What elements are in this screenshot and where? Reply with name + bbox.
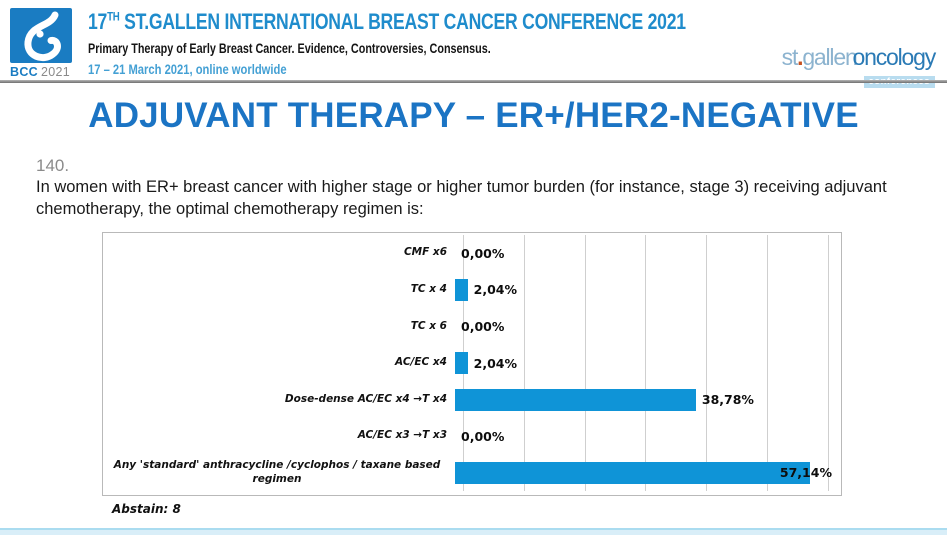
bar-track: 57,14% <box>455 461 837 484</box>
bcc-logo: BCC 2021 <box>10 8 74 79</box>
slide-title: ADJUVANT THERAPY – ER+/HER2-NEGATIVE <box>88 96 859 135</box>
conference-title-sup: TH <box>107 9 120 24</box>
brand-dot: . <box>797 44 803 70</box>
bar <box>455 388 696 411</box>
bcc-year: 2021 <box>40 65 70 79</box>
bar <box>455 352 468 375</box>
bar <box>455 278 468 301</box>
bar-track: 2,04% <box>455 278 837 301</box>
gridline <box>767 235 769 491</box>
value-label: 2,04% <box>473 282 518 298</box>
chart-row: AC/EC x3 →T x3 0,00% <box>103 418 837 455</box>
bcc-logo-caption: BCC 2021 <box>10 65 74 79</box>
question-text: In women with ER+ breast cancer with hig… <box>36 178 887 218</box>
value-label: 57,14% <box>779 465 832 481</box>
bar-track: 0,00% <box>455 315 837 337</box>
category-label: CMF x6 <box>403 246 447 259</box>
breast-drop-icon <box>24 11 61 61</box>
bcc-label: BCC <box>10 65 38 79</box>
category-label: TC x 4 <box>410 283 447 296</box>
bar-track: 0,00% <box>455 242 837 264</box>
category-label: Any 'standard' anthracycline /cyclophos … <box>113 459 441 485</box>
footer-band <box>0 528 947 535</box>
gridline <box>645 235 647 491</box>
chart-row: TC x 4 2,04% <box>103 272 837 309</box>
conference-title-rest: ST.GALLEN INTERNATIONAL BREAST CANCER CO… <box>119 9 686 34</box>
poll-results-chart: CMF x6 0,00% TC x 4 2,04% TC x 6 0,00% AC/EC x… <box>102 232 842 496</box>
value-label: 0,00% <box>461 245 505 261</box>
category-label: AC/EC x3 →T x3 <box>357 429 447 442</box>
bar-track: 2,04% <box>455 352 837 375</box>
conference-subtitle: Primary Therapy of Early Breast Cancer. … <box>88 41 491 56</box>
conference-title: 17TH ST.GALLEN INTERNATIONAL BREAST CANC… <box>88 9 686 35</box>
brand-oncology: oncology <box>852 44 937 70</box>
bar <box>455 461 810 484</box>
value-label: 38,78% <box>701 392 754 408</box>
chart-row: Any 'standard' anthracycline /cyclophos … <box>103 454 837 491</box>
chart-row: Dose-dense AC/EC x4 →T x4 38,78% <box>103 381 837 418</box>
category-label: TC x 6 <box>410 319 447 332</box>
gridline <box>706 235 708 491</box>
abstain-label: Abstain: 8 <box>112 502 181 516</box>
value-label: 2,04% <box>473 355 518 371</box>
brand-st: st <box>781 44 799 70</box>
chart-rows: CMF x6 0,00% TC x 4 2,04% TC x 6 0,00% AC/EC x… <box>103 235 837 491</box>
value-label: 0,00% <box>461 428 505 444</box>
chart-row: TC x 6 0,00% <box>103 308 837 345</box>
gridline <box>584 235 586 491</box>
value-label: 0,00% <box>461 318 505 334</box>
header-text: 17TH ST.GALLEN INTERNATIONAL BREAST CANC… <box>88 9 835 77</box>
stgallen-oncology-wordmark: st.gallenoncology <box>781 44 937 71</box>
question-number: 140. <box>36 156 70 175</box>
category-label: AC/EC x4 <box>395 356 447 369</box>
bar-track: 0,00% <box>455 425 837 447</box>
bcc-logo-icon <box>10 8 72 63</box>
conference-dates: 17 – 21 March 2021, online worldwide <box>88 61 287 77</box>
chart-row: CMF x6 0,00% <box>103 235 837 272</box>
bar-track: 38,78% <box>455 388 837 411</box>
gridline <box>827 235 829 491</box>
brand-gallen: gallen <box>802 44 857 70</box>
chart-row: AC/EC x4 2,04% <box>103 345 837 382</box>
gridline <box>523 235 525 491</box>
category-label: Dose-dense AC/EC x4 →T x4 <box>284 392 447 405</box>
conference-title-number: 17 <box>88 9 108 34</box>
header-divider <box>0 80 947 83</box>
